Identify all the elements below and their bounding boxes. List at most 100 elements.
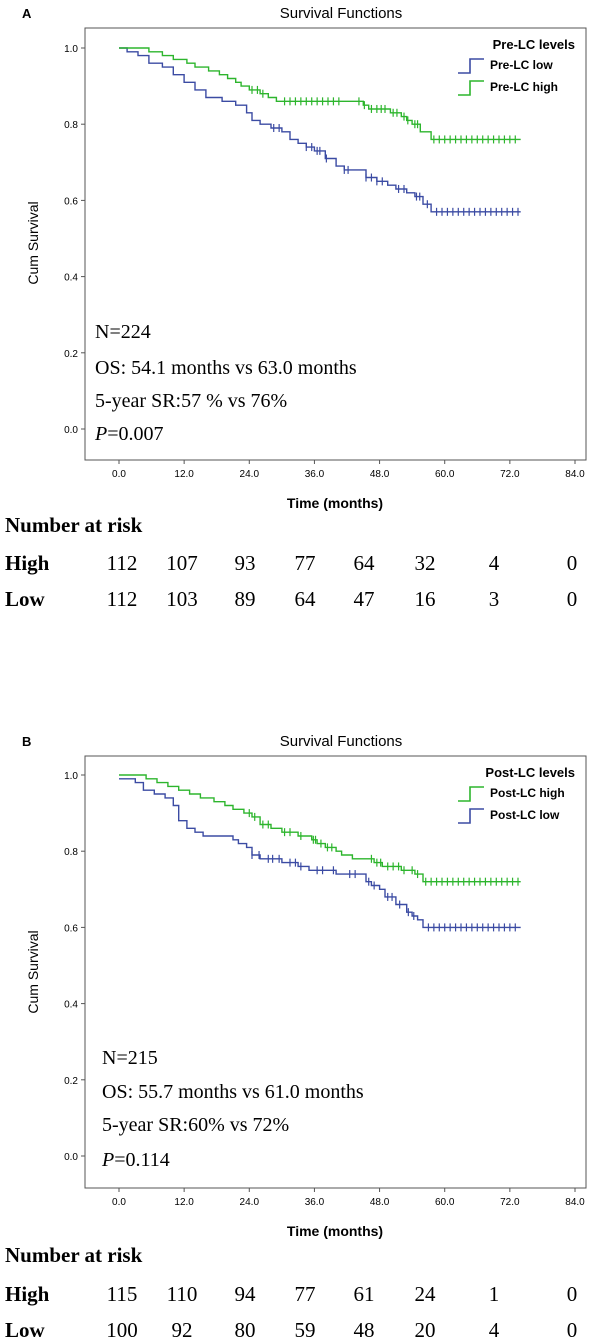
legend-symbol-pre-lc-low [458,58,484,74]
risk-cell: 4 [489,1318,500,1339]
legend: Pre-LC levels Pre-LC low Pre-LC high [458,37,575,96]
risk-table-title: Number at risk [5,1243,143,1267]
x-tick-label: 12.0 [174,469,194,480]
y-ticks: 0.0 0.2 0.4 0.6 0.8 1.0 [64,771,85,1163]
plot-frame [84,27,587,461]
annotation-os: OS: 54.1 months vs 63.0 months [95,357,357,379]
x-tick-label: 72.0 [500,469,520,480]
legend-symbol-post-lc-high [458,786,484,802]
survival-curves [119,47,521,216]
risk-table: Number at risk High 115 110 94 77 61 24 1 0 Low 10… [5,1243,577,1339]
y-ticks: 0.0 0.2 0.4 0.6 0.8 1.0 [64,44,85,436]
risk-table-rows: High 112 107 93 77 64 32 4 0 Low 112 103 89 64 47 16 3 0 [5,551,577,611]
y-tick-label: 0.6 [64,196,78,207]
risk-cell: 3 [489,587,500,611]
legend-step-icon [458,786,484,802]
panel-label: A [22,6,32,21]
risk-cell: 32 [415,551,436,575]
x-ticks: 0.0 12.0 24.0 36.0 48.0 60.0 72.0 84.0 [112,460,585,480]
risk-cell: 47 [354,587,375,611]
risk-cell: 1 [489,1282,500,1306]
legend-label-post-lc-high: Post-LC high [490,786,565,800]
panel-a: A Survival Functions Cum Survival Time (… [5,5,587,611]
legend-title: Pre-LC levels [493,37,575,52]
risk-cell: 100 [106,1318,138,1339]
x-tick-label: 0.0 [112,1197,126,1208]
y-tick-label: 0.4 [64,1000,78,1011]
risk-cell: 0 [567,551,578,575]
survival-curves [119,774,521,932]
risk-cell: 103 [166,587,198,611]
risk-cell: 24 [415,1282,437,1306]
x-tick-label: 84.0 [565,469,585,480]
panel-label: B [22,734,31,749]
y-tick-label: 0.0 [64,425,78,436]
risk-table: Number at risk High 112 107 93 77 64 32 4 0 Low 11… [5,513,577,611]
y-tick-label: 0.6 [64,923,78,934]
y-tick-label: 0.2 [64,1076,78,1087]
curve-post-lc-low [119,778,521,929]
legend: Post-LC levels Post-LC high Post-LC low [458,765,575,824]
curve-pre-lc-low [119,47,521,213]
x-axis-label: Time (months) [287,495,383,511]
risk-cell: 0 [567,1318,578,1339]
x-ticks: 0.0 12.0 24.0 36.0 48.0 60.0 72.0 84.0 [112,1188,585,1208]
y-tick-label: 0.8 [64,120,78,131]
y-axis-label: Cum Survival [25,930,41,1013]
x-tick-label: 0.0 [112,469,126,480]
annotation-sr: 5-year SR:57 % vs 76% [95,390,287,412]
x-tick-label: 12.0 [174,1197,194,1208]
x-tick-label: 60.0 [435,1197,455,1208]
risk-cell: 59 [295,1318,316,1339]
y-axis-label: Cum Survival [25,201,41,284]
curve-pre-lc-high [119,47,521,141]
annotation-os: OS: 55.7 months vs 61.0 months [102,1081,364,1103]
risk-table-rows: High 115 110 94 77 61 24 1 0 Low 100 92 80 59 48 20 4 0 [5,1282,577,1339]
risk-cell: 89 [235,587,256,611]
plot-frame [84,755,587,1189]
risk-cell: 94 [235,1282,257,1306]
risk-cell: 64 [295,587,317,611]
x-axis-label: Time (months) [287,1223,383,1239]
risk-row-label: High [5,551,50,575]
x-tick-label: 72.0 [500,1197,520,1208]
risk-cell: 115 [107,1282,138,1306]
legend-symbol-post-lc-low [458,808,484,824]
risk-cell: 61 [354,1282,375,1306]
x-tick-label: 24.0 [240,469,260,480]
annotation-p: P=0.114 [101,1149,170,1171]
legend-label-post-lc-low: Post-LC low [490,808,560,822]
legend-label-pre-lc-low: Pre-LC low [490,58,553,72]
stats-annotation: N=224 OS: 54.1 months vs 63.0 months 5-y… [94,321,357,445]
risk-cell: 112 [107,587,138,611]
legend-step-icon [458,58,484,74]
annotation-p: P=0.007 [94,423,164,445]
y-tick-label: 0.2 [64,349,78,360]
p-value: =0.007 [107,423,163,445]
x-tick-label: 84.0 [565,1197,585,1208]
legend-label-pre-lc-high: Pre-LC high [490,80,558,94]
risk-cell: 80 [235,1318,256,1339]
x-tick-label: 48.0 [370,1197,390,1208]
risk-cell: 107 [166,551,198,575]
x-tick-label: 24.0 [240,1197,260,1208]
legend-symbol-pre-lc-high [458,80,484,96]
risk-row-label: Low [5,1318,46,1339]
p-label: P [101,1149,114,1171]
annotation-n: N=224 [95,321,151,343]
risk-cell: 77 [295,551,316,575]
risk-cell: 0 [567,1282,578,1306]
p-value: =0.114 [114,1149,170,1171]
annotation-n: N=215 [102,1047,158,1069]
risk-cell: 112 [107,551,138,575]
risk-cell: 0 [567,587,578,611]
x-tick-label: 48.0 [370,469,390,480]
chart-title: Survival Functions [280,5,403,22]
legend-step-icon [458,808,484,824]
x-tick-label: 36.0 [305,469,325,480]
y-tick-label: 0.8 [64,847,78,858]
legend-step-icon [458,80,484,96]
risk-row-label: High [5,1282,50,1306]
risk-cell: 77 [295,1282,316,1306]
